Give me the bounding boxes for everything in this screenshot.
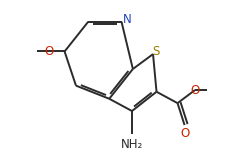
Text: NH₂: NH₂ bbox=[121, 138, 143, 151]
Text: N: N bbox=[123, 14, 132, 26]
Text: O: O bbox=[44, 45, 53, 58]
Text: O: O bbox=[180, 127, 189, 140]
Text: O: O bbox=[191, 83, 200, 97]
Text: S: S bbox=[152, 45, 159, 58]
